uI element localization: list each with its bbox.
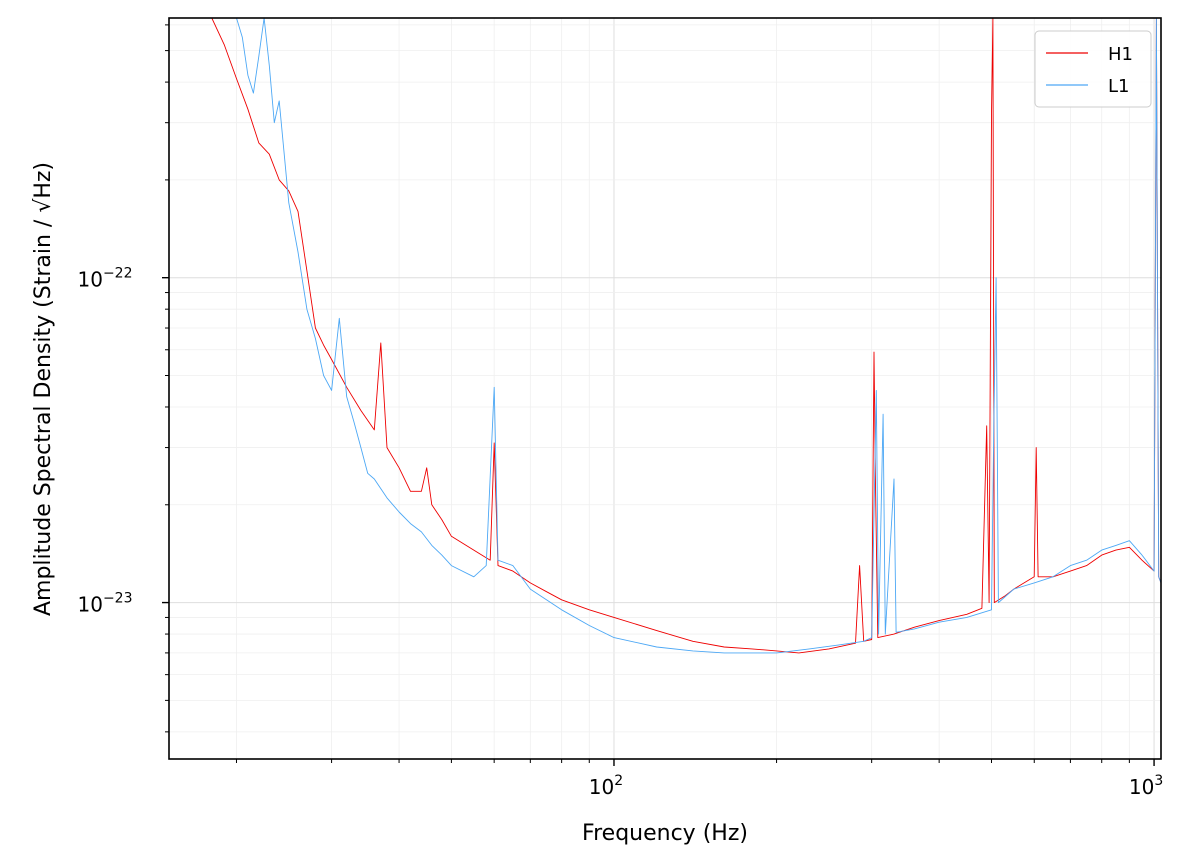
series-line-l1 (236, 18, 1161, 654)
legend-label-l1: L1 (1108, 76, 1129, 97)
x-axis-label: Frequency (Hz) (582, 821, 748, 846)
grid (169, 18, 1161, 759)
legend-label-h1: H1 (1108, 44, 1133, 65)
series-line-h1 (211, 18, 1161, 654)
y-tick-label: 10−23 (78, 591, 133, 617)
series-layer (211, 18, 1161, 654)
y-tick-label: 10−22 (78, 266, 133, 292)
legend: H1 L1 (1034, 30, 1152, 108)
x-tick-label: 102 (589, 773, 623, 799)
x-tick-label: 103 (1129, 773, 1163, 799)
y-axis-label: Amplitude Spectral Density (Strain / √Hz… (31, 162, 56, 616)
plot-frame (168, 17, 1162, 760)
axis-ticks: 102 103 10−23 10−22 (78, 24, 1163, 799)
legend-box (1034, 30, 1152, 108)
